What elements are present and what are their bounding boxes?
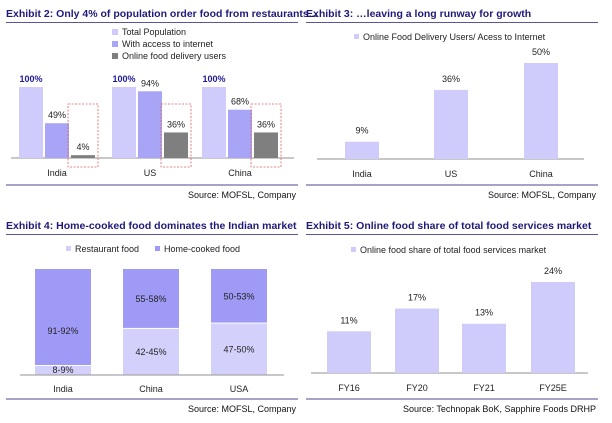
- exhibit-4-title: Exhibit 4: Home-cooked food dominates th…: [6, 220, 297, 232]
- data-label-china-home-cooked-food: 55-58%: [135, 294, 166, 304]
- data-label-china: 50%: [532, 47, 550, 57]
- legend-swatch-total-population: [112, 29, 118, 35]
- exhibit-4-panel: Exhibit 4: Home-cooked food dominates th…: [6, 212, 306, 423]
- highlight-box-us: [160, 103, 192, 168]
- data-label-india-total-population: 100%: [19, 74, 42, 84]
- bar-fy20: [395, 308, 439, 373]
- data-label-india-restaurant-food: 8-9%: [52, 365, 73, 375]
- bar-usa-restaurant-food: [211, 323, 267, 375]
- x-tick-china: China: [529, 169, 553, 179]
- exhibit-5-chart: Online food share of total food services…: [311, 245, 588, 393]
- legend-label-restaurant-food: Restaurant food: [75, 244, 139, 254]
- legend-label: Online Food Delivery Users/ Acess to Int…: [363, 32, 546, 42]
- exhibit-2-panel: Exhibit 2: Only 4% of population order f…: [6, 0, 318, 212]
- legend-swatch-home-cooked-food: [155, 246, 160, 251]
- exhibit-5-panel: Exhibit 5: Online food share of total fo…: [306, 212, 606, 423]
- title-rule: [306, 22, 598, 23]
- legend-swatch: [354, 34, 359, 39]
- x-tick-china: China: [139, 384, 163, 394]
- data-label-india: 9%: [355, 126, 368, 136]
- data-label-us-with-access-to-internet: 94%: [141, 78, 159, 88]
- data-label-fy25e: 24%: [544, 266, 562, 276]
- legend-label-with-access-to-internet: With access to internet: [122, 39, 214, 49]
- data-label-us-online-food-delivery-users: 36%: [167, 119, 185, 129]
- x-tick-india: India: [352, 169, 372, 179]
- bar-china-restaurant-food: [123, 328, 179, 375]
- exhibit-4-chart: Restaurant food Home-cooked food 8-9% 91-92…: [20, 244, 284, 394]
- legend-label-total-population: Total Population: [122, 27, 186, 37]
- x-tick-fy21: FY21: [473, 383, 495, 393]
- bar-china-home-cooked-food: [123, 269, 179, 328]
- title-rule: [6, 22, 298, 23]
- legend-label-online-food-delivery-users: Online food delivery users: [122, 51, 227, 61]
- legend-swatch-online-food-delivery-users: [112, 53, 118, 59]
- legend-swatch-restaurant-food: [66, 246, 71, 251]
- exhibit-5-source: Source: Technopak BoK, Sapphire Foods DR…: [403, 404, 596, 414]
- bottom-rule: [306, 184, 598, 186]
- bar-us-total-population: [112, 87, 136, 158]
- highlight-box-india: [67, 103, 99, 168]
- x-tick-india: India: [47, 168, 67, 178]
- title-rule: [6, 234, 298, 235]
- data-label-fy16: 11%: [340, 315, 357, 325]
- bar-us-with-access-to-internet: [138, 91, 162, 158]
- data-label-china-online-food-delivery-users: 36%: [257, 119, 275, 129]
- title-rule: [306, 234, 598, 235]
- bar-us-online-food-delivery-users: [164, 132, 188, 158]
- data-label-india-with-access-to-internet: 49%: [48, 110, 66, 120]
- legend-label-home-cooked-food: Home-cooked food: [164, 244, 240, 254]
- bar-china-total-population: [202, 87, 226, 158]
- legend-swatch: [351, 247, 356, 252]
- bar-india-total-population: [19, 87, 43, 158]
- data-label-india-home-cooked-food: 91-92%: [47, 326, 78, 336]
- data-label-us-total-population: 100%: [112, 74, 135, 84]
- data-label-usa-restaurant-food: 47-50%: [223, 344, 254, 354]
- data-label-usa-home-cooked-food: 50-53%: [223, 291, 254, 301]
- bottom-rule: [6, 398, 298, 400]
- data-label-china-with-access-to-internet: 68%: [231, 97, 249, 107]
- bar-india-home-cooked-food: [35, 269, 91, 365]
- exhibit-4-source: Source: MOFSL, Company: [187, 404, 296, 414]
- exhibit-3-title: Exhibit 3: …leaving a long runway for gr…: [306, 8, 532, 20]
- exhibit-3-source: Source: MOFSL, Company: [487, 190, 596, 200]
- x-tick-fy16: FY16: [338, 383, 360, 393]
- bottom-rule: [6, 184, 298, 186]
- bar-china-with-access-to-internet: [228, 109, 252, 158]
- bar-india-online-food-delivery-users: [71, 155, 95, 158]
- bar-india-with-access-to-internet: [45, 123, 69, 158]
- exhibit-2-chart: Total Population With access to internet O…: [11, 27, 294, 178]
- bar-fy16: [327, 331, 371, 373]
- data-label-china-restaurant-food: 42-45%: [135, 347, 166, 357]
- legend-label: Online food share of total food services…: [360, 245, 547, 255]
- bar-india: [345, 141, 379, 159]
- data-label-fy21: 13%: [475, 308, 493, 318]
- bar-china: [524, 63, 558, 159]
- data-label-fy20: 17%: [408, 293, 426, 303]
- exhibit-3-panel: Exhibit 3: …leaving a long runway for gr…: [306, 0, 606, 212]
- data-label-china-total-population: 100%: [202, 74, 225, 84]
- bar-fy25e: [531, 282, 575, 373]
- x-tick-fy20: FY20: [406, 383, 428, 393]
- x-tick-usa: USA: [230, 384, 249, 394]
- exhibit-2-title: Exhibit 2: Only 4% of population order f…: [6, 8, 318, 20]
- bar-fy21: [462, 323, 506, 373]
- exhibit-2-source: Source: MOFSL, Company: [187, 190, 296, 200]
- bar-india-restaurant-food: [35, 365, 91, 375]
- x-tick-us: US: [144, 168, 157, 178]
- x-tick-fy25e: FY25E: [539, 383, 567, 393]
- legend-swatch-with-access-to-internet: [112, 41, 118, 47]
- x-tick-india: India: [53, 384, 73, 394]
- data-label-us: 36%: [442, 74, 460, 84]
- bar-china-online-food-delivery-users: [254, 132, 278, 158]
- data-label-india-online-food-delivery-users: 4%: [76, 142, 89, 152]
- highlight-box-china: [250, 103, 282, 168]
- bottom-rule: [306, 398, 598, 400]
- exhibit-3-chart: Online Food Delivery Users/ Acess to Int…: [317, 32, 584, 179]
- x-tick-china: China: [228, 168, 252, 178]
- x-tick-us: US: [445, 169, 458, 179]
- exhibit-5-title: Exhibit 5: Online food share of total fo…: [306, 220, 592, 232]
- bar-us: [434, 89, 468, 159]
- bar-usa-home-cooked-food: [211, 269, 267, 323]
